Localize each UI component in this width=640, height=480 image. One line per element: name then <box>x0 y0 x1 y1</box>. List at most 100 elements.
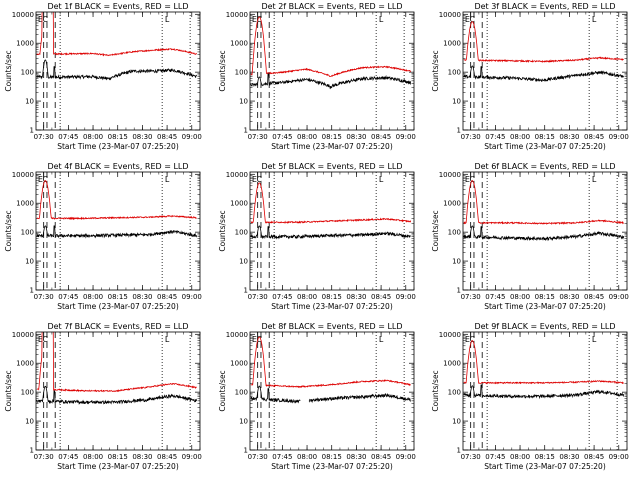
region-label-E: E <box>465 15 470 24</box>
panel-frame <box>35 331 201 451</box>
y-axis-label: Counts/sec <box>4 50 13 91</box>
x-axis-label: Start Time (23-Mar-07 07:25:20) <box>484 462 606 471</box>
x-tick-label: 08:45 <box>157 293 177 301</box>
x-tick-label: 07:30 <box>248 453 268 461</box>
region-label-L: L <box>165 175 170 184</box>
x-tick-label: 08:45 <box>371 133 391 141</box>
y-tick-label: 10 <box>452 418 461 426</box>
y-tick-label: 10 <box>239 98 248 106</box>
panel-frame <box>462 11 628 131</box>
x-tick-label: 08:30 <box>559 133 579 141</box>
panel-title: Det 8f BLACK = Events, RED = LLD <box>261 322 402 331</box>
x-tick-label: 08:30 <box>132 453 152 461</box>
y-tick-label: 1000 <box>443 360 461 368</box>
x-tick-label: 09:00 <box>182 453 202 461</box>
region-label-L: L <box>592 175 597 184</box>
y-tick-label: 10000 <box>12 331 34 339</box>
y-tick-label: 10 <box>452 98 461 106</box>
x-tick-label: 08:15 <box>535 293 555 301</box>
y-tick-label: 10 <box>239 258 248 266</box>
x-tick-label: 08:15 <box>108 293 128 301</box>
x-axis-label: Start Time (23-Mar-07 07:25:20) <box>484 142 606 151</box>
lld-series-line <box>250 182 412 224</box>
y-tick-label: 1 <box>30 127 34 135</box>
region-label-C: C <box>470 335 476 344</box>
detector-panel: Det 6f BLACK = Events, RED = LLD Counts/s… <box>431 162 629 311</box>
y-tick-label: 100 <box>21 69 34 77</box>
region-label-E: E <box>465 335 470 344</box>
y-tick-label: 1 <box>457 127 461 135</box>
x-tick-label: 08:45 <box>371 293 391 301</box>
panel-title: Det 2f BLACK = Events, RED = LLD <box>261 2 402 11</box>
y-tick-label: 1 <box>457 287 461 295</box>
y-axis-label: Counts/sec <box>218 50 227 91</box>
panel-title: Det 3f BLACK = Events, RED = LLD <box>474 2 615 11</box>
y-axis-label: Counts/sec <box>431 50 440 91</box>
region-label-L: L <box>165 15 170 24</box>
x-tick-label: 08:15 <box>535 133 555 141</box>
x-tick-label: 08:45 <box>584 453 604 461</box>
panel-title: Det 9f BLACK = Events, RED = LLD <box>474 322 615 331</box>
events-series-line <box>463 225 625 242</box>
x-axis-label: Start Time (23-Mar-07 07:25:20) <box>271 462 393 471</box>
x-tick-label: 08:00 <box>83 453 103 461</box>
panel-frame <box>35 171 201 291</box>
panel-frame <box>462 171 628 291</box>
events-series-line <box>250 73 412 90</box>
x-tick-label: 08:00 <box>510 453 530 461</box>
lld-series-line <box>250 336 411 389</box>
x-tick-label: 07:30 <box>461 133 481 141</box>
y-tick-label: 1000 <box>16 200 34 208</box>
x-tick-label: 07:45 <box>485 293 505 301</box>
x-tick-label: 08:15 <box>322 133 342 141</box>
region-label-C: C <box>257 175 263 184</box>
y-tick-label: 10000 <box>439 171 461 179</box>
panel-title: Det 5f BLACK = Events, RED = LLD <box>261 162 402 171</box>
x-tick-label: 08:15 <box>108 133 128 141</box>
detector-panel: Det 7f BLACK = Events, RED = LLD Counts/s… <box>4 322 202 471</box>
lld-series-line <box>36 332 197 393</box>
x-tick-label: 08:45 <box>157 133 177 141</box>
y-axis-label: Counts/sec <box>218 370 227 411</box>
x-tick-label: 09:00 <box>609 293 629 301</box>
detector-panel: Det 2f BLACK = Events, RED = LLD Counts/s… <box>218 2 416 151</box>
y-tick-label: 10 <box>239 418 248 426</box>
y-tick-label: 100 <box>235 389 248 397</box>
detector-panel: Det 8f BLACK = Events, RED = LLD Counts/s… <box>218 322 416 471</box>
y-tick-label: 10 <box>25 98 34 106</box>
region-label-L: L <box>379 335 384 344</box>
panel-title: Det 6f BLACK = Events, RED = LLD <box>474 162 615 171</box>
region-label-E: E <box>38 335 43 344</box>
events-series-line <box>36 59 198 81</box>
lld-series-line <box>463 340 625 385</box>
region-label-E: E <box>38 15 43 24</box>
y-tick-label: 10000 <box>226 331 248 339</box>
x-tick-label: 08:15 <box>108 453 128 461</box>
events-series-line <box>463 384 625 400</box>
y-tick-label: 100 <box>235 229 248 237</box>
x-tick-label: 08:00 <box>297 293 317 301</box>
y-axis-label: Counts/sec <box>4 210 13 251</box>
panel-frame <box>249 331 415 451</box>
x-tick-label: 07:45 <box>58 133 78 141</box>
panel-frame <box>462 331 628 451</box>
y-tick-label: 10000 <box>439 331 461 339</box>
y-tick-label: 1000 <box>230 200 248 208</box>
x-tick-label: 08:45 <box>584 133 604 141</box>
region-label-E: E <box>252 15 257 24</box>
y-tick-label: 1000 <box>16 40 34 48</box>
x-tick-label: 09:00 <box>609 133 629 141</box>
x-axis-label: Start Time (23-Mar-07 07:25:20) <box>271 142 393 151</box>
y-tick-label: 100 <box>21 389 34 397</box>
x-tick-label: 09:00 <box>396 453 416 461</box>
x-tick-label: 07:45 <box>485 133 505 141</box>
y-tick-label: 10000 <box>12 171 34 179</box>
events-series-line <box>250 225 411 240</box>
y-tick-label: 1 <box>30 287 34 295</box>
y-tick-label: 10 <box>25 418 34 426</box>
y-tick-label: 1000 <box>443 40 461 48</box>
y-tick-label: 10000 <box>226 171 248 179</box>
y-axis-label: Counts/sec <box>431 210 440 251</box>
region-label-E: E <box>252 175 257 184</box>
y-tick-label: 1 <box>457 447 461 455</box>
